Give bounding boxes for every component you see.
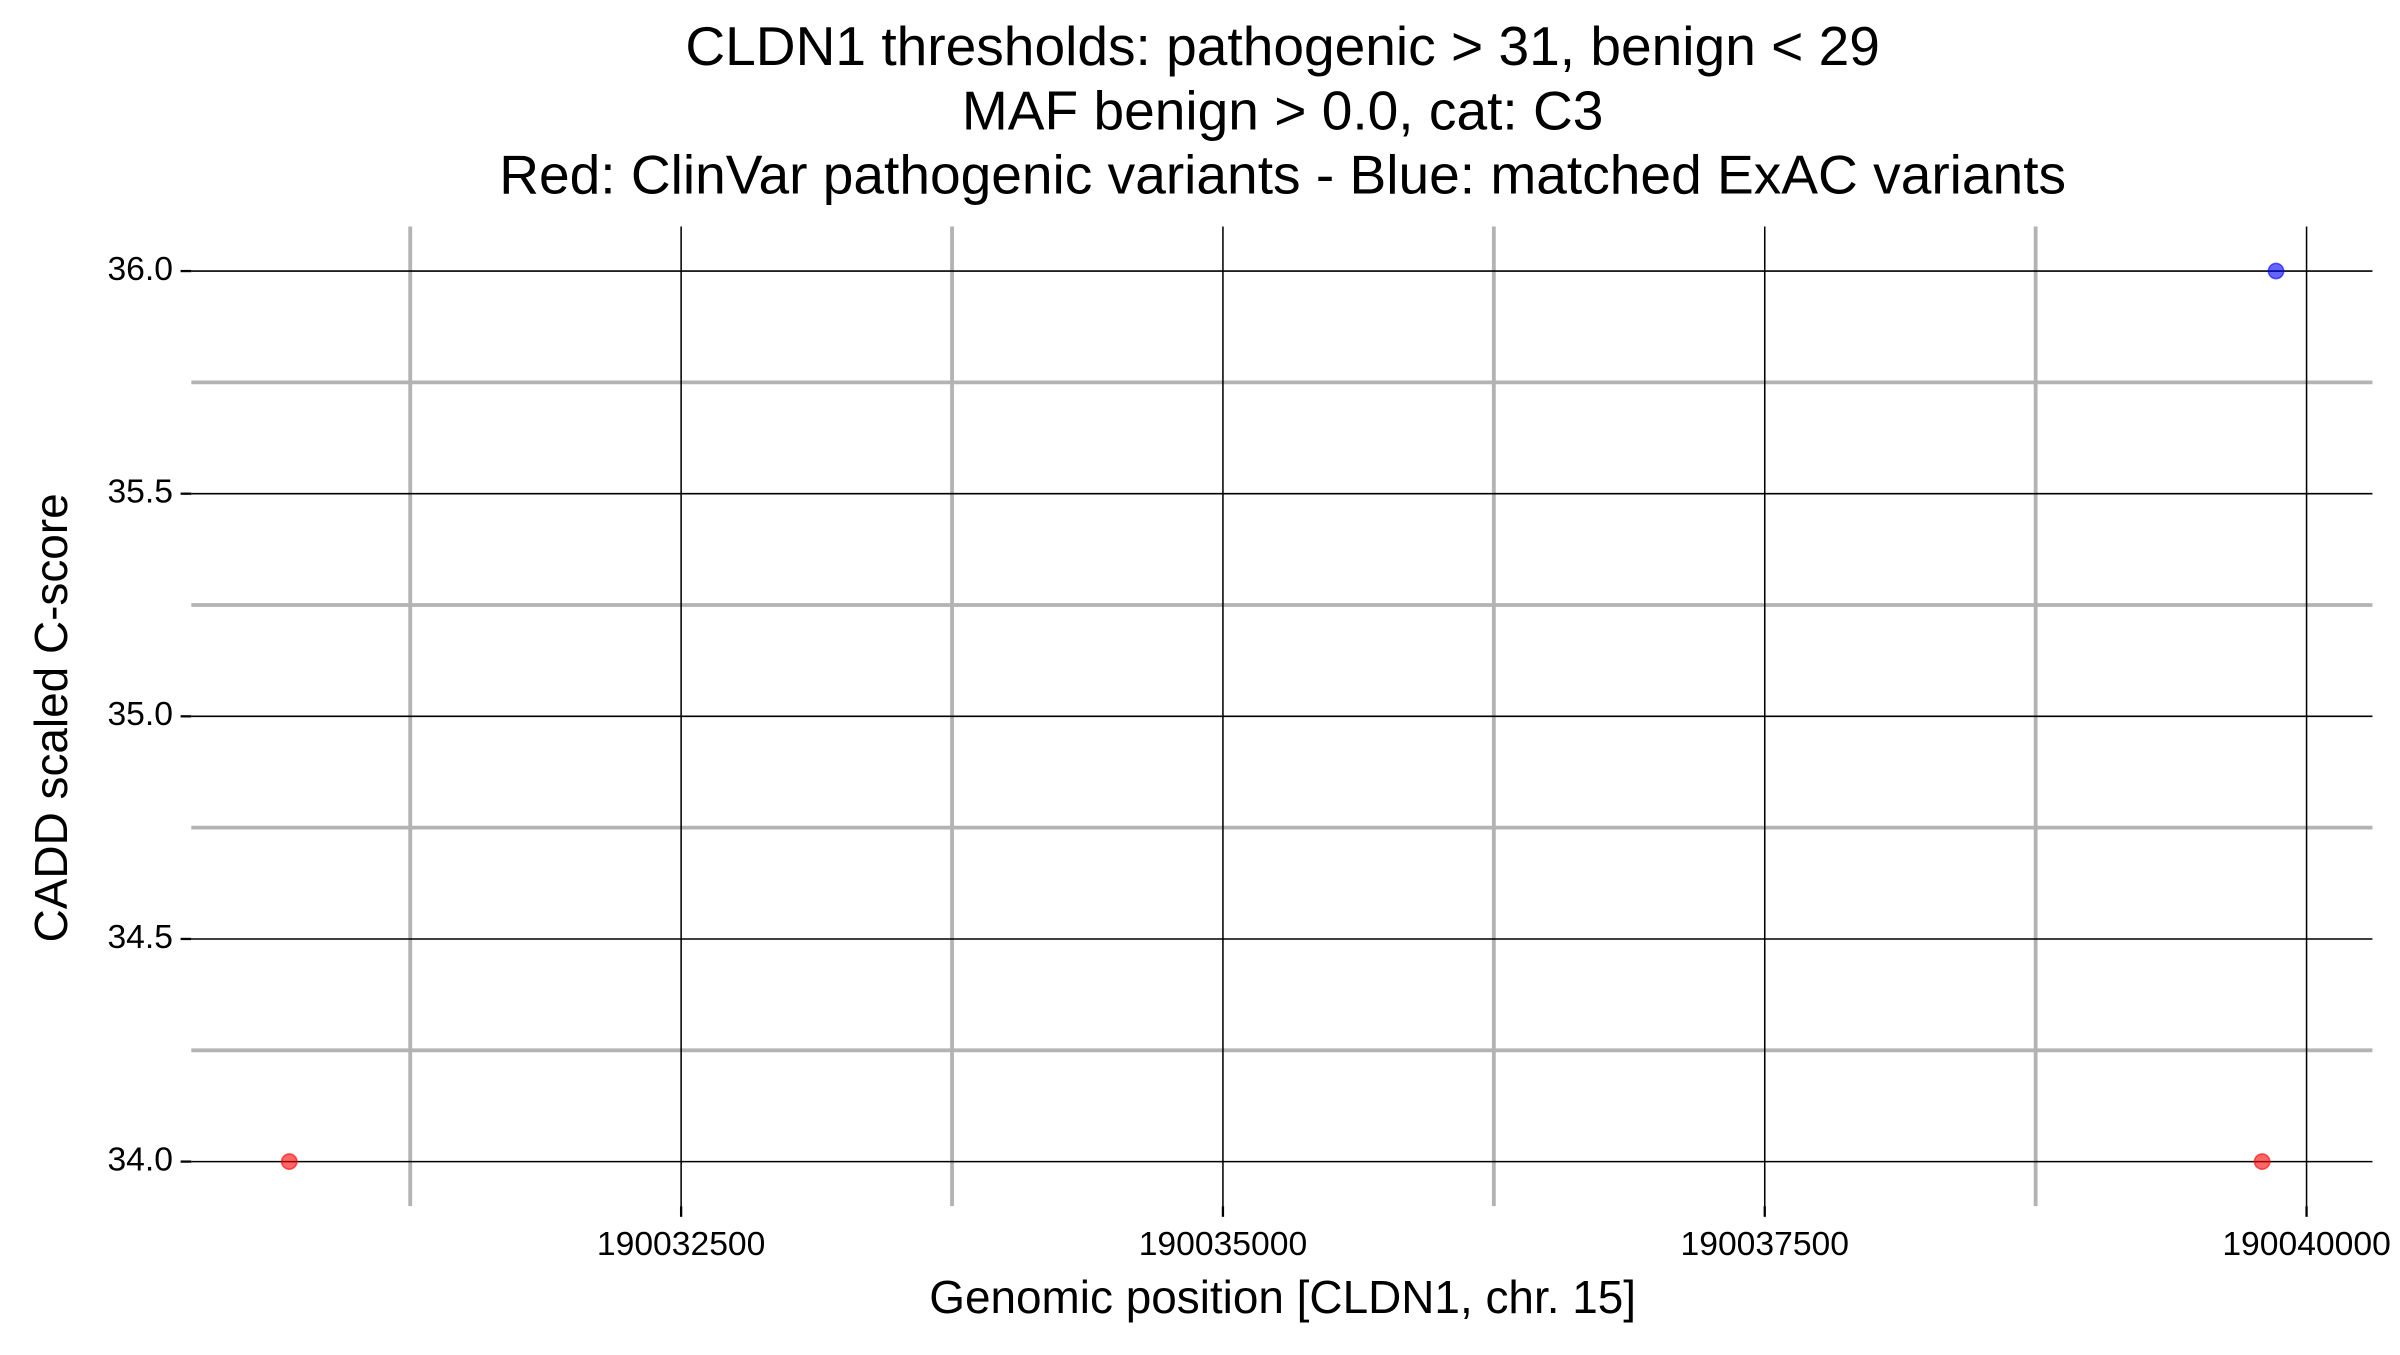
- y-tick-label: 36.0: [107, 251, 173, 288]
- x-tick-label: 190035000: [1139, 1226, 1307, 1263]
- data-point: [280, 1153, 298, 1171]
- x-tick-label: 190032500: [597, 1226, 765, 1263]
- y-axis-label: CADD scaled C-score: [25, 493, 77, 942]
- chart-title: Red: ClinVar pathogenic variants - Blue:…: [499, 144, 2066, 206]
- data-point: [2253, 1153, 2271, 1171]
- data-point: [2267, 262, 2285, 280]
- y-tick-label: 35.0: [107, 696, 173, 733]
- x-tick-label: 190040000: [2222, 1226, 2390, 1263]
- y-tick-label: 34.0: [107, 1141, 173, 1178]
- x-tick-label: 190037500: [1681, 1226, 1849, 1263]
- y-tick-label: 34.5: [107, 919, 173, 956]
- y-tick-label: 35.5: [107, 474, 173, 511]
- chart-title: CLDN1 thresholds: pathogenic > 31, benig…: [685, 15, 1880, 77]
- x-axis-label: Genomic position [CLDN1, chr. 15]: [929, 1271, 1636, 1323]
- chart-title: MAF benign > 0.0, cat: C3: [962, 79, 1604, 141]
